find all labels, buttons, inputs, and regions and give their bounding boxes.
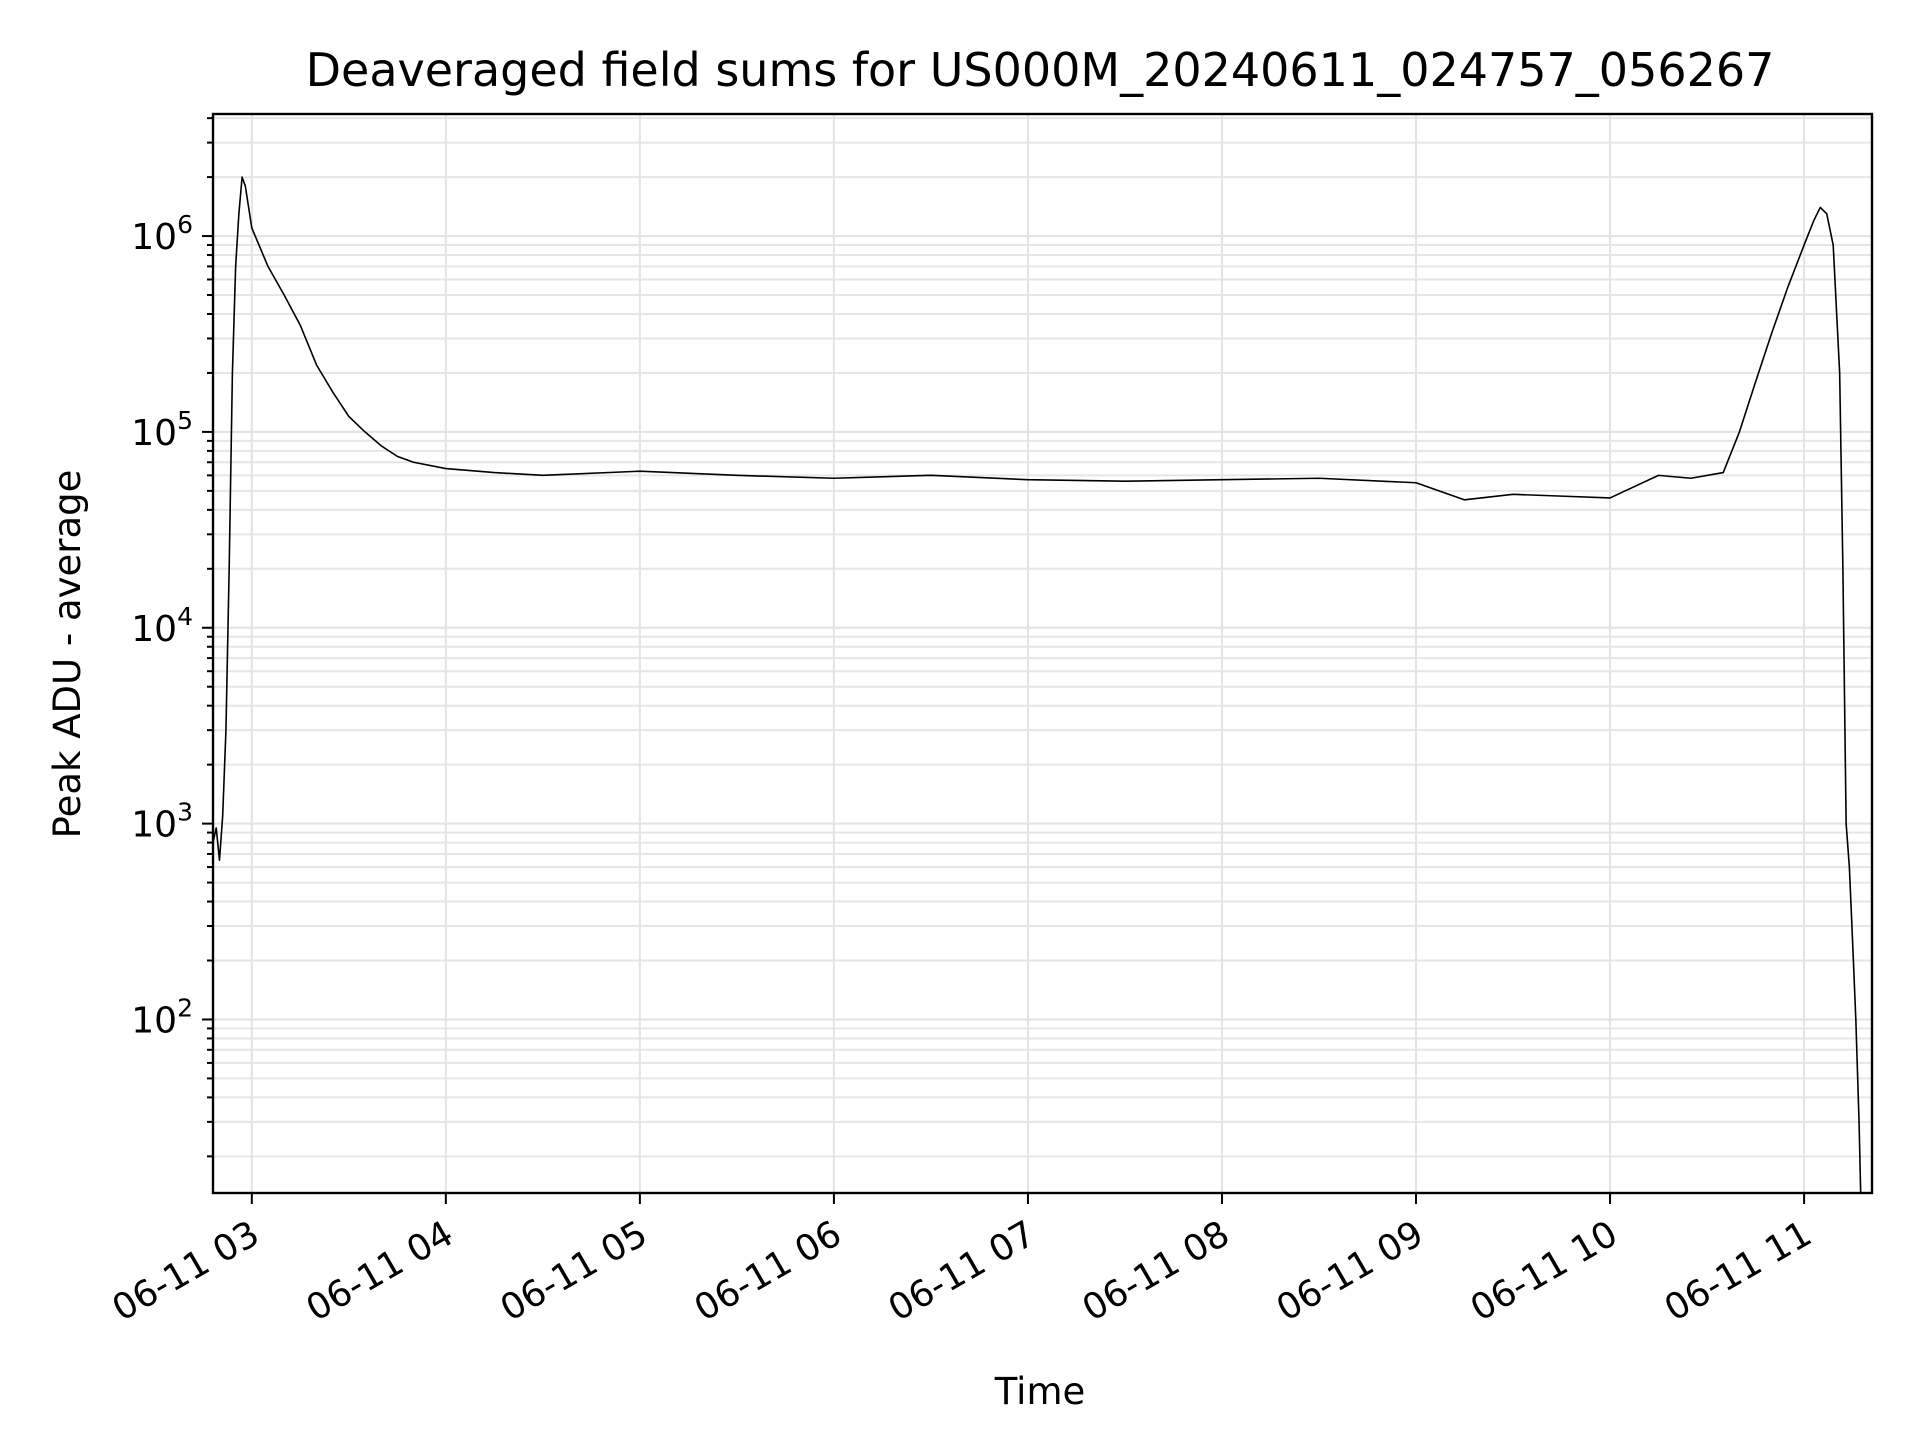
chart-title: Deaveraged field sums for US000M_2024061… [306, 43, 1775, 97]
y-axis-label: Peak ADU - average [46, 470, 89, 839]
x-tick-label: 06-11 11 [1658, 1213, 1819, 1329]
x-tick-label: 06-11 06 [688, 1213, 849, 1329]
x-tick-label: 06-11 10 [1464, 1213, 1625, 1329]
y-tick-label: 106 [131, 210, 193, 258]
x-tick-label: 06-11 03 [106, 1213, 267, 1329]
x-tick-label: 06-11 08 [1076, 1213, 1237, 1329]
x-axis-label: Time [994, 1370, 1086, 1413]
plot-area [213, 176, 1862, 1193]
series-line [213, 176, 1862, 1193]
y-tick-label: 102 [131, 993, 193, 1041]
x-tick-label: 06-11 05 [494, 1213, 655, 1329]
y-tick-label: 103 [131, 798, 193, 846]
y-tick-label: 104 [131, 602, 193, 650]
x-tick-label: 06-11 07 [882, 1213, 1043, 1329]
x-axis: 06-11 03 06-11 04 06-11 05 06-11 06 06-11 07… [106, 1193, 1819, 1330]
y-tick-label: 105 [131, 406, 193, 454]
y-axis: 102 103 104 105 106 [131, 117, 213, 1158]
x-tick-label: 06-11 04 [300, 1213, 461, 1329]
grid-lines [213, 114, 1872, 1193]
plot-frame [211, 112, 1874, 1195]
x-tick-label: 06-11 09 [1270, 1213, 1431, 1329]
